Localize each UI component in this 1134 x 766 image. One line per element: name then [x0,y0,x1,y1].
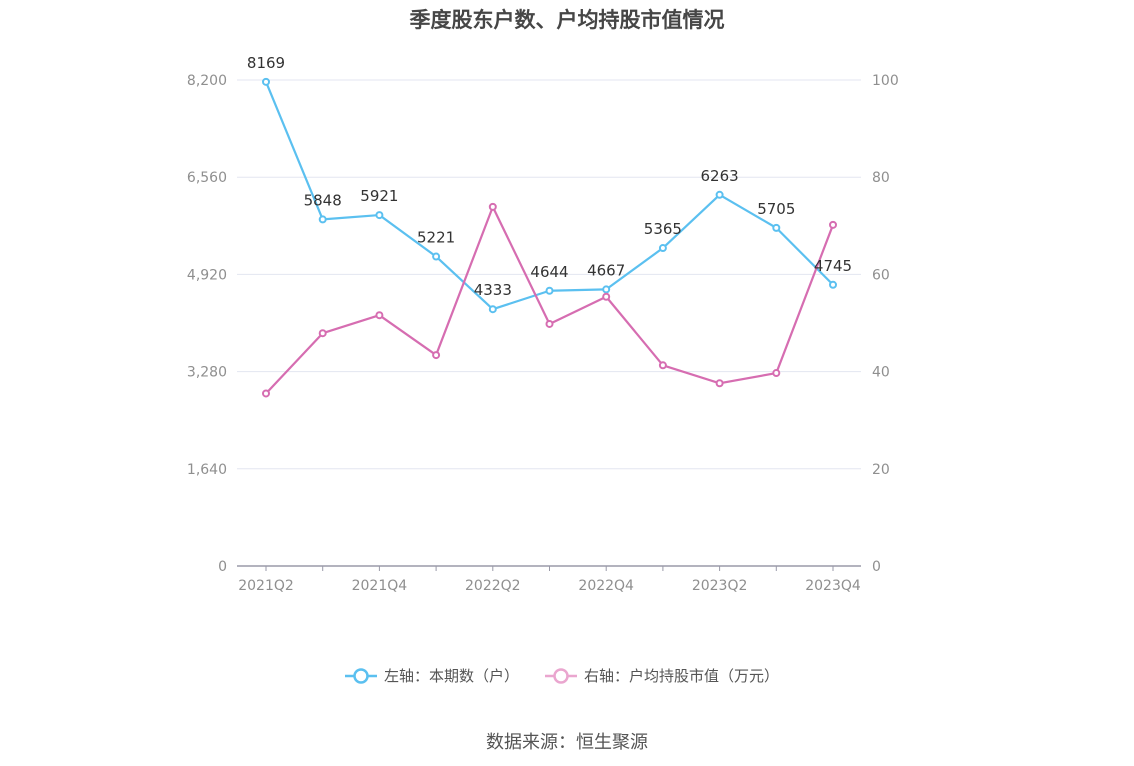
source-note: 数据来源：恒生聚源 [486,732,648,753]
data-label: 6263 [701,167,739,185]
right-axis-tick-label: 40 [872,365,890,381]
data-point [715,379,724,388]
left-axis-tick-label: 8,200 [187,73,227,89]
data-point [318,215,327,224]
data-label: 4667 [587,261,625,279]
data-point [488,202,497,211]
data-point [488,305,497,314]
data-point [658,361,667,370]
data-point [545,286,554,295]
chart-title: 季度股东户数、户均持股市值情况 [409,8,725,32]
legend-label-1: 左轴：本期数（户） [384,667,519,685]
right-axis-tick-label: 20 [872,462,890,478]
series [262,77,837,398]
data-label: 5705 [757,200,795,218]
data-point [375,311,384,320]
data-label: 8169 [247,54,285,72]
left-axis-tick-label: 4,920 [187,267,227,283]
data-label: 4745 [814,257,852,275]
data-point [829,280,837,289]
right-axis-tick-label: 0 [872,559,881,575]
data-label: 5365 [644,220,682,238]
data-point [772,223,781,232]
data-label: 5221 [417,229,455,247]
left-axis-tick-label: 1,640 [187,462,227,478]
grid-lines [237,79,861,470]
data-label: 5921 [360,187,398,205]
right-axis-tick-label: 80 [872,170,890,186]
data-point [375,211,384,220]
left-axis-tick-label: 3,280 [187,365,227,381]
axes: 0 0 1,640 20 3,280 40 4,920 60 6,560 80 8,200 100 20… [187,73,899,594]
data-label: 4333 [474,281,512,299]
data-point [829,220,837,229]
left-axis-tick-label: 0 [218,559,227,575]
data-point [602,292,611,301]
x-axis-tick-label: 2021Q2 [238,578,294,594]
legend: 左轴：本期数（户） 右轴：户均持股市值（万元） [345,667,779,685]
x-axis-tick-label: 2022Q4 [578,578,634,594]
left-axis-tick-label: 6,560 [187,170,227,186]
x-axis-tick-label: 2022Q2 [465,578,521,594]
legend-marker-2 [553,668,569,684]
right-axis-tick-label: 60 [872,267,890,283]
data-label: 4644 [530,263,568,281]
data-point [772,369,781,378]
data-labels: 8169 5848 5921 5221 4333 4644 4667 5365 6263 5705… [247,54,852,299]
series-line-2 [265,205,835,395]
data-point [262,77,270,86]
data-label: 5848 [304,191,342,209]
data-point [658,244,667,253]
right-axis-tick-label: 100 [872,73,899,89]
data-point [432,351,441,360]
legend-label-2: 右轴：户均持股市值（万元） [584,667,779,685]
x-axis-tick-label: 2023Q2 [692,578,748,594]
data-point [318,329,327,338]
x-axis-tick-label: 2021Q4 [352,578,408,594]
data-point [602,285,611,294]
data-point [545,319,554,328]
data-point [432,252,441,261]
data-point [715,190,724,199]
x-axis-tick-label: 2023Q4 [805,578,861,594]
legend-marker-1 [353,668,369,684]
data-point [262,389,270,398]
